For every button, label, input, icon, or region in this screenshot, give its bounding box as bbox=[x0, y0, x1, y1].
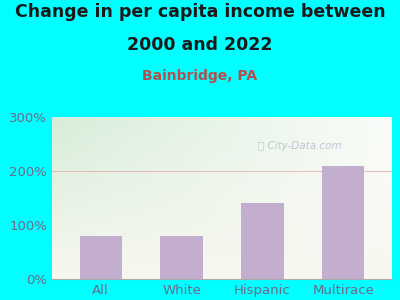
Bar bbox=[242, 203, 284, 279]
Bar bbox=[160, 236, 202, 279]
Text: Change in per capita income between: Change in per capita income between bbox=[15, 3, 385, 21]
Bar bbox=[322, 166, 364, 279]
Bar bbox=[80, 236, 122, 279]
Text: Bainbridge, PA: Bainbridge, PA bbox=[142, 69, 258, 83]
Text: ⓘ City-Data.com: ⓘ City-Data.com bbox=[258, 141, 342, 151]
Text: 2000 and 2022: 2000 and 2022 bbox=[127, 36, 273, 54]
